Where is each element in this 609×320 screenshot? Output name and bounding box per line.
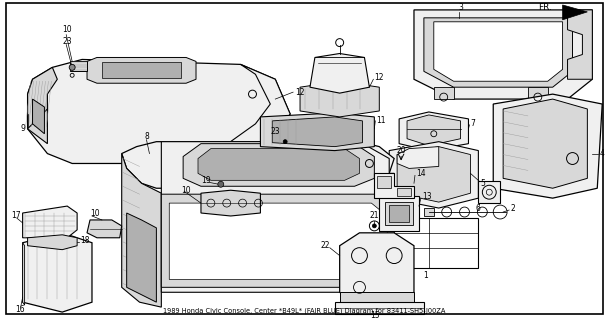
Polygon shape: [397, 147, 470, 202]
Polygon shape: [272, 117, 362, 147]
Polygon shape: [434, 22, 563, 81]
Text: 7: 7: [470, 119, 476, 128]
Polygon shape: [169, 203, 387, 279]
Text: 10: 10: [181, 186, 191, 195]
Polygon shape: [568, 10, 593, 79]
Polygon shape: [23, 206, 77, 238]
Text: 22: 22: [320, 241, 329, 250]
Bar: [335, 302, 424, 314]
Polygon shape: [27, 60, 290, 164]
Polygon shape: [389, 142, 479, 208]
Text: 19: 19: [201, 176, 211, 185]
Text: 16: 16: [15, 305, 24, 314]
Text: 9: 9: [21, 124, 26, 133]
Polygon shape: [70, 61, 87, 71]
Text: 23: 23: [62, 37, 72, 46]
Text: 6: 6: [476, 204, 481, 212]
Polygon shape: [127, 213, 157, 302]
Polygon shape: [27, 94, 48, 144]
Text: 15: 15: [370, 310, 380, 320]
Bar: [434, 87, 454, 99]
Polygon shape: [23, 233, 92, 312]
Text: 11: 11: [376, 116, 386, 125]
Bar: [424, 208, 434, 216]
Text: 17: 17: [11, 212, 20, 220]
Circle shape: [218, 181, 224, 187]
Polygon shape: [261, 113, 375, 151]
Polygon shape: [310, 53, 370, 93]
Text: 18: 18: [80, 236, 90, 245]
Polygon shape: [399, 112, 468, 151]
Bar: [340, 292, 414, 307]
Polygon shape: [161, 142, 394, 292]
Text: 10: 10: [90, 209, 100, 218]
Bar: [384, 218, 479, 268]
Text: 1989 Honda Civic Console, Center *B49L* (FAIR BLUE) Diagram for 83411-SH5-J00ZA: 1989 Honda Civic Console, Center *B49L* …: [163, 308, 445, 314]
Polygon shape: [122, 142, 394, 188]
Polygon shape: [32, 99, 44, 134]
Polygon shape: [407, 115, 460, 146]
Circle shape: [283, 140, 287, 144]
Text: 14: 14: [416, 169, 426, 178]
Text: 1: 1: [423, 271, 428, 280]
Polygon shape: [300, 81, 379, 117]
Polygon shape: [221, 64, 290, 164]
Polygon shape: [27, 68, 57, 129]
Polygon shape: [198, 148, 359, 180]
Bar: [385, 202, 413, 225]
Bar: [528, 87, 547, 99]
Text: 10: 10: [62, 25, 72, 34]
Polygon shape: [23, 243, 24, 305]
Bar: [389, 205, 409, 222]
Text: 23: 23: [270, 127, 280, 136]
Bar: [379, 196, 419, 231]
Circle shape: [372, 224, 376, 228]
Polygon shape: [503, 99, 587, 188]
Polygon shape: [414, 10, 593, 99]
Text: 5: 5: [481, 179, 485, 188]
Polygon shape: [102, 62, 181, 78]
Polygon shape: [424, 18, 572, 87]
Polygon shape: [201, 190, 261, 216]
Polygon shape: [397, 147, 438, 168]
Text: 8: 8: [144, 132, 149, 141]
Text: 4: 4: [599, 149, 604, 158]
Polygon shape: [161, 194, 394, 287]
Polygon shape: [493, 94, 602, 198]
Text: 13: 13: [422, 192, 432, 201]
Polygon shape: [87, 58, 196, 83]
Polygon shape: [183, 144, 375, 186]
Polygon shape: [340, 233, 414, 307]
Text: 21: 21: [370, 212, 379, 220]
Polygon shape: [87, 220, 122, 238]
Bar: [378, 176, 391, 188]
Text: 2: 2: [510, 204, 515, 212]
Circle shape: [69, 64, 75, 70]
Text: 12: 12: [295, 88, 304, 97]
Polygon shape: [563, 5, 587, 20]
Bar: [479, 181, 500, 203]
Text: 3: 3: [459, 4, 463, 12]
Polygon shape: [27, 235, 77, 250]
Polygon shape: [122, 154, 161, 307]
Polygon shape: [375, 173, 414, 198]
Text: 20: 20: [396, 146, 406, 155]
Text: 12: 12: [375, 73, 384, 82]
Text: FR.: FR.: [538, 4, 552, 12]
Bar: [397, 188, 411, 196]
